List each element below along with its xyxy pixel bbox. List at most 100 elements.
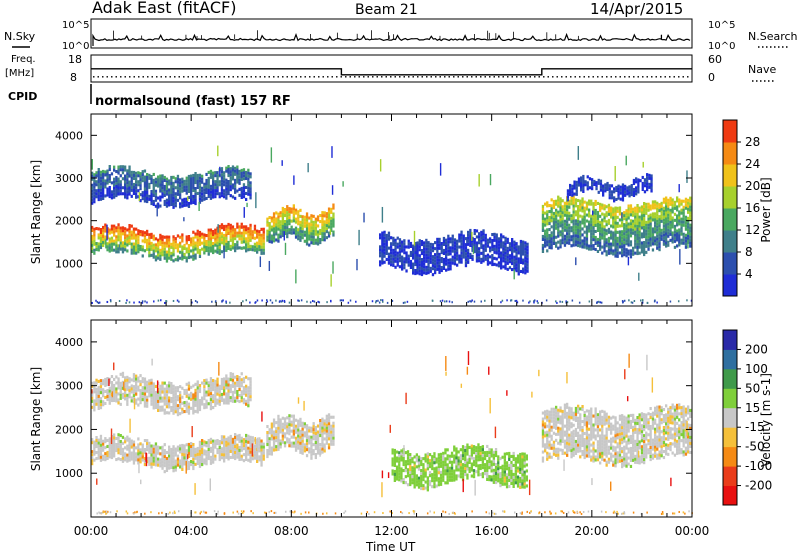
data-cell	[198, 464, 202, 468]
data-cell	[458, 245, 461, 249]
data-cell	[272, 233, 276, 237]
data-cell	[143, 463, 147, 467]
data-cell	[552, 217, 556, 221]
data-cell	[109, 511, 112, 514]
data-cell	[312, 235, 315, 239]
data-cell	[493, 235, 496, 239]
data-cell	[113, 392, 116, 396]
data-cell	[641, 175, 644, 179]
data-cell	[220, 194, 224, 198]
data-cell	[190, 391, 193, 395]
data-cell	[646, 185, 649, 189]
data-cell	[225, 230, 228, 234]
data-cell	[130, 182, 133, 186]
data-cell	[440, 260, 443, 264]
data-cell	[429, 269, 432, 273]
data-cell	[323, 214, 326, 218]
data-cell	[245, 451, 248, 455]
data-cell	[262, 445, 265, 449]
data-cell	[99, 173, 103, 177]
data-cell	[135, 177, 138, 181]
data-cell	[192, 402, 195, 406]
data-cell	[132, 379, 136, 383]
data-cell	[464, 261, 468, 265]
data-cell	[555, 241, 558, 245]
data-cell	[297, 434, 300, 438]
data-cell	[541, 222, 545, 226]
data-cell	[148, 233, 151, 237]
data-cell	[203, 194, 206, 198]
data-cell	[548, 246, 551, 250]
data-cell	[279, 442, 282, 446]
data-cell	[581, 197, 584, 201]
data-cell	[524, 262, 527, 266]
data-cell	[181, 251, 184, 255]
data-cell	[635, 186, 638, 190]
data-cell	[260, 248, 263, 252]
data-cell	[225, 239, 228, 243]
data-cell	[303, 434, 306, 438]
data-cell	[387, 252, 391, 256]
data-cell	[614, 239, 617, 243]
data-cell	[190, 198, 193, 202]
data-cell	[256, 235, 259, 239]
data-cell	[205, 402, 208, 406]
data-cell	[297, 425, 300, 429]
data-cell	[515, 251, 518, 255]
data-cell	[638, 224, 641, 228]
data-cell	[260, 457, 263, 461]
data-cell	[242, 511, 244, 514]
data-cell	[623, 299, 626, 302]
data-cell	[294, 430, 298, 434]
data-cell	[583, 245, 586, 249]
data-cell	[592, 210, 594, 216]
data-cell	[143, 184, 147, 188]
data-cell	[141, 173, 144, 177]
data-cell	[97, 192, 100, 196]
data-cell	[214, 174, 217, 178]
data-cell	[187, 408, 191, 412]
data-cell	[172, 184, 175, 188]
data-cell	[268, 449, 271, 453]
data-cell	[599, 214, 602, 218]
data-cell	[220, 226, 224, 230]
data-cell	[358, 229, 360, 246]
y-tick-label: 3000	[55, 172, 83, 185]
data-cell	[201, 396, 204, 400]
data-cell	[218, 384, 221, 388]
data-cell	[223, 392, 226, 396]
data-cell	[141, 194, 144, 198]
data-cell	[165, 241, 169, 245]
data-cell	[132, 455, 136, 459]
data-cell	[104, 455, 107, 459]
data-cell	[607, 212, 611, 216]
data-cell	[137, 385, 140, 389]
colorbar-swatch	[723, 230, 737, 253]
data-cell	[216, 174, 219, 178]
data-cell	[414, 242, 417, 246]
data-cell	[526, 257, 529, 261]
data-cell	[281, 215, 284, 219]
data-cell	[617, 187, 620, 191]
data-cell	[247, 452, 250, 456]
data-cell	[500, 233, 503, 237]
data-cell	[442, 242, 446, 246]
data-cell	[143, 193, 147, 197]
data-cell	[205, 187, 208, 191]
data-cell	[95, 396, 98, 400]
data-cell	[212, 385, 215, 389]
data-cell	[658, 221, 661, 225]
data-cell	[561, 510, 564, 513]
data-cell	[126, 387, 129, 391]
data-cell	[658, 248, 661, 252]
data-cell	[245, 170, 248, 174]
data-cell	[196, 250, 199, 254]
data-cell	[95, 174, 98, 178]
data-cell	[234, 166, 237, 170]
data-cell	[126, 172, 129, 176]
data-cell	[403, 266, 406, 270]
data-cell	[242, 192, 246, 196]
data-cell	[106, 392, 109, 396]
data-cell	[234, 237, 237, 241]
